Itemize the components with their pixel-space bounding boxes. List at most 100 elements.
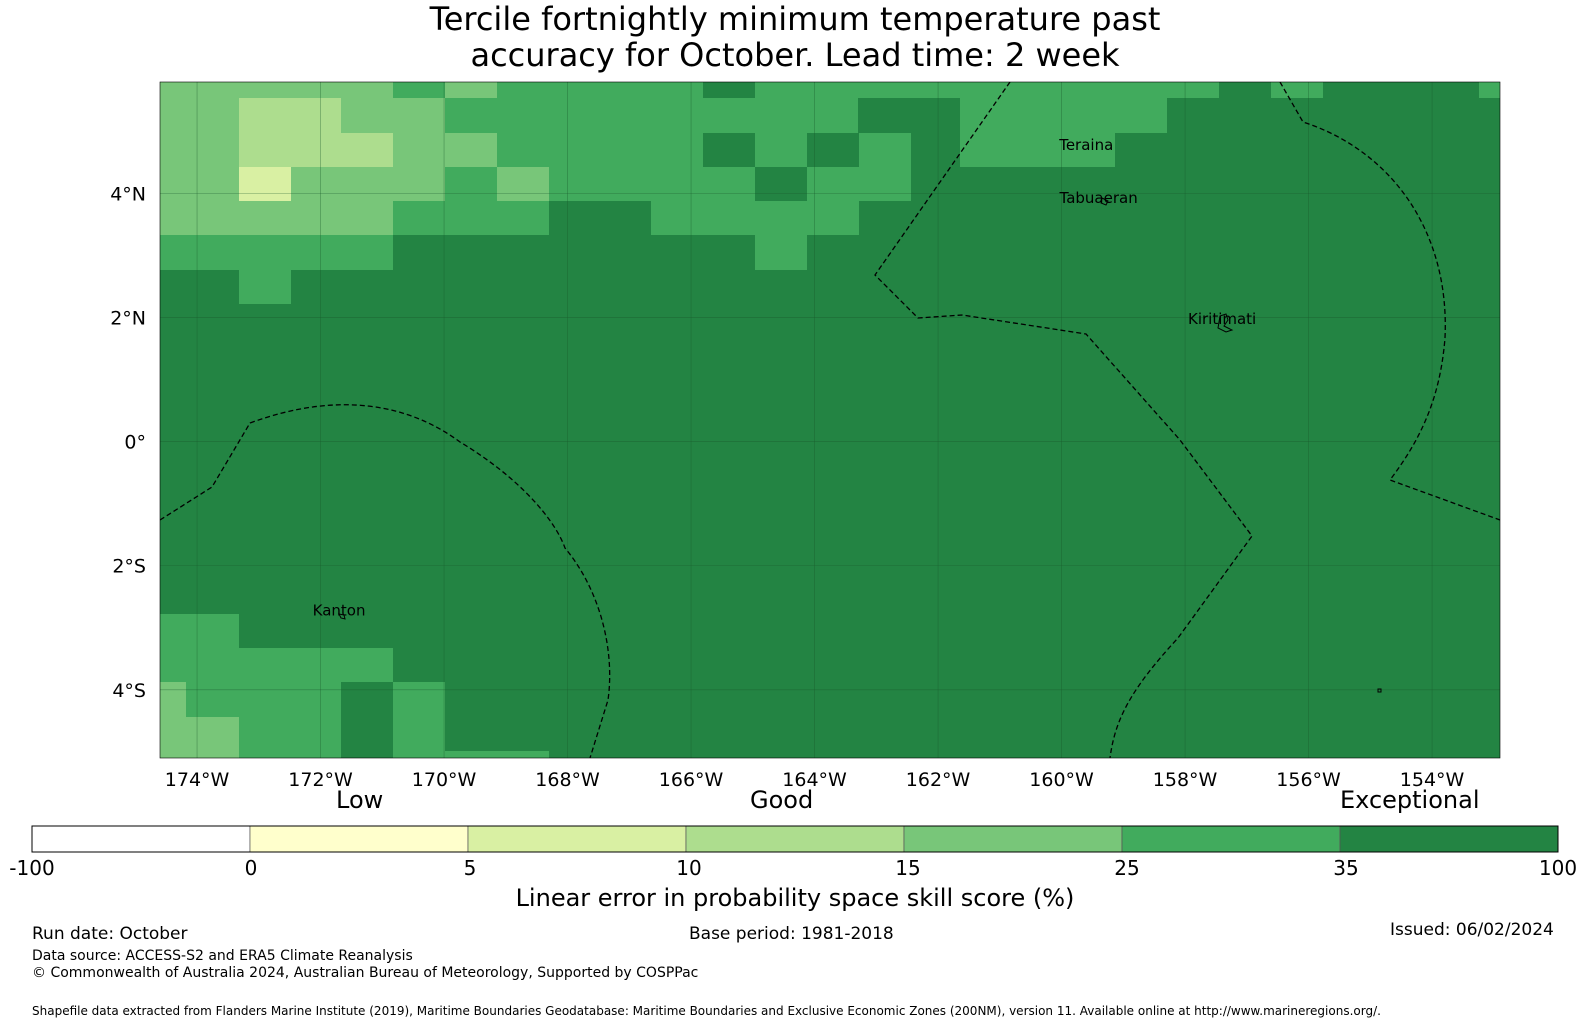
- eez-boundary-line: [874, 82, 1253, 758]
- colorbar-segment: [1121, 825, 1341, 853]
- place-label: Tabuaeran: [1059, 189, 1138, 207]
- latitude-tick-label: 2°N: [110, 308, 146, 330]
- grid-cell: [160, 201, 393, 235]
- colorbar-tick-label: 10: [676, 856, 702, 880]
- grid-cell: [497, 167, 549, 201]
- grid-cell: [859, 98, 911, 133]
- grid-cell: [160, 682, 186, 758]
- island-outline: [1100, 197, 1109, 206]
- grid-cell: [239, 167, 291, 201]
- grid-cell: [497, 133, 703, 167]
- colorbar-frame: [31, 825, 1559, 853]
- grid-cell: [160, 235, 393, 270]
- longitude-tick-label: 168°W: [535, 769, 600, 791]
- grid-cell: [239, 98, 341, 133]
- place-labels: Teraina Tabuaeran Kiritimati Kanton: [313, 136, 1257, 619]
- grid-cell: [960, 133, 1115, 167]
- longitude-tick-label: 154°W: [1400, 769, 1465, 791]
- grid-cell: [960, 82, 1167, 98]
- latitude-tick-label: 4°N: [110, 184, 146, 206]
- run-date: Run date: October: [32, 924, 188, 944]
- colorbar-tick-label: 5: [463, 856, 477, 880]
- issued-date: Issued: 06/02/2024: [1390, 920, 1554, 940]
- island-outline: [1377, 688, 1382, 693]
- grid-cell: [393, 682, 445, 758]
- grid-cell: [651, 201, 859, 235]
- island-outline: [338, 613, 346, 620]
- grid-cell: [445, 82, 497, 98]
- eez-boundaries: [160, 82, 1500, 758]
- copyright-notice: © Commonwealth of Australia 2024, Austra…: [32, 965, 699, 981]
- longitude-tick-label: 160°W: [1029, 769, 1094, 791]
- map-title-line-1: Tercile fortnightly minimum temperature …: [429, 0, 1161, 38]
- colorbar-tick-label: 15: [895, 856, 921, 880]
- longitude-tick-label: 170°W: [412, 769, 477, 791]
- grid-cell: [755, 133, 807, 167]
- grid-cell: [1271, 82, 1323, 98]
- grid-cell: [160, 614, 239, 682]
- colorbar-tick-label: 0: [244, 856, 258, 880]
- colorbar-segment: [1339, 825, 1559, 853]
- grid-cell: [703, 133, 755, 167]
- grid-cell: [239, 682, 341, 758]
- grid-cell: [859, 133, 911, 201]
- colorbar-tick-label: 100: [1538, 856, 1578, 880]
- longitude-tick-label: 174°W: [165, 769, 230, 791]
- colorbar-tick-label: 35: [1333, 856, 1359, 880]
- longitude-tick-label: 164°W: [782, 769, 847, 791]
- place-label: Kiritimati: [1188, 310, 1256, 328]
- colorbar-segment: [903, 825, 1123, 853]
- longitude-tick-label: 156°W: [1276, 769, 1341, 791]
- grid-cell: [755, 82, 960, 98]
- colorbar-category-low: Low: [336, 786, 384, 814]
- longitude-tick-label: 158°W: [1153, 769, 1218, 791]
- grid-cell: [239, 133, 393, 167]
- grid-cell: [703, 82, 755, 98]
- colorbar-tick-label: -100: [9, 856, 55, 880]
- grid-cell: [1167, 82, 1219, 98]
- colorbar-axis-label: Linear error in probability space skill …: [515, 884, 1075, 912]
- longitude-tick-label: 166°W: [659, 769, 724, 791]
- grid-cell: [186, 682, 239, 717]
- data-source: Data source: ACCESS-S2 and ERA5 Climate …: [32, 948, 413, 964]
- grid-cell: [393, 133, 445, 167]
- grid-cell: [239, 648, 393, 682]
- grid-cell: [960, 98, 1167, 133]
- grid-cell: [445, 167, 497, 201]
- grid-cell: [291, 270, 393, 304]
- map-frame: [159, 81, 1501, 759]
- place-label: Kanton: [313, 601, 366, 619]
- colorbar-segment: [685, 825, 905, 853]
- colorbar-segment: [249, 825, 469, 853]
- shapefile-credit: Shapefile data extracted from Flanders M…: [32, 1004, 1381, 1018]
- colorbar: [31, 825, 1559, 853]
- colorbar-category-good: Good: [750, 786, 814, 814]
- grid-cell: [445, 751, 549, 758]
- grid-cell: [186, 717, 239, 758]
- grid-cell: [160, 270, 239, 304]
- grid-cell: [341, 98, 445, 133]
- latitude-tick-labels: 4°N 2°N 0° 2°S 4°S: [110, 184, 146, 702]
- grid-cell: [291, 167, 445, 201]
- skill-grid-cells: [160, 82, 1500, 758]
- longitude-tick-labels: 174°W 172°W 170°W 168°W 166°W 164°W 162°W 160°W…: [165, 769, 1465, 791]
- island-outline: [1217, 313, 1234, 333]
- grid-cell: [807, 167, 859, 201]
- latitude-tick-label: 2°S: [112, 556, 146, 578]
- base-period: Base period: 1981-2018: [689, 924, 894, 944]
- colorbar-category-exceptional: Exceptional: [1340, 786, 1480, 814]
- place-label: Teraina: [1058, 136, 1113, 154]
- grid-cell: [239, 270, 291, 304]
- longitude-tick-label: 172°W: [288, 769, 353, 791]
- grid-cell: [755, 167, 807, 201]
- grid-cell: [445, 133, 497, 167]
- grid-cell: [1479, 82, 1500, 98]
- latitude-tick-label: 4°S: [112, 680, 146, 702]
- grid-cell: [393, 98, 858, 133]
- colorbar-segment: [31, 825, 251, 853]
- graticule: [160, 82, 1500, 758]
- grid-cell: [755, 235, 807, 270]
- longitude-tick-label: 162°W: [906, 769, 971, 791]
- grid-cell: [807, 133, 859, 167]
